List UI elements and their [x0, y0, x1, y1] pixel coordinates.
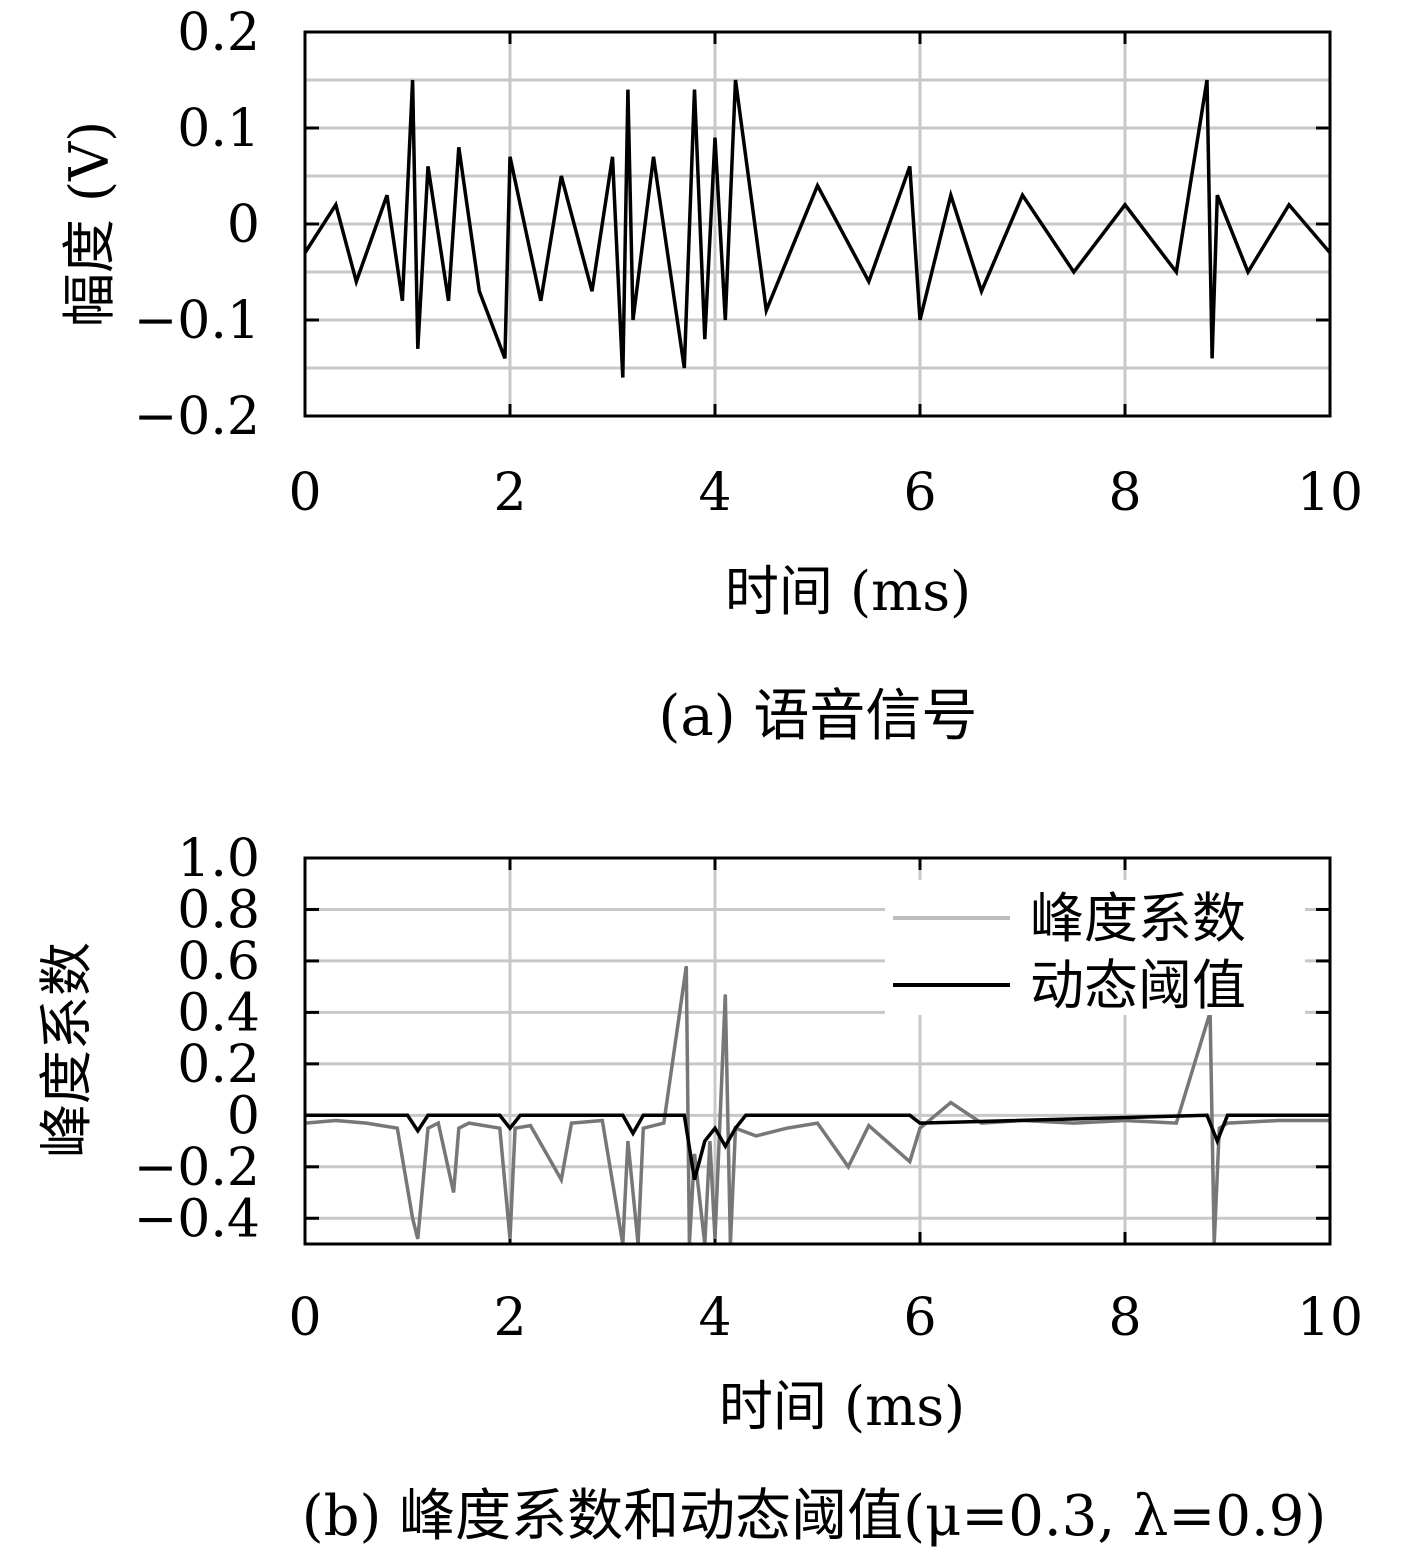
y-tick-label: 0.2 [177, 3, 260, 63]
y-tick-labels-a: 0.2 0.1 0 −0.1 −0.2 [134, 3, 260, 447]
y-tick-label: −0.2 [134, 387, 260, 447]
legend-b: 峰度系数 动态阈值 [885, 880, 1305, 1017]
x-tick-label: 10 [1297, 1288, 1363, 1348]
y-tick-label: 0.6 [177, 932, 260, 992]
y-tick-labels-b: 1.00.80.60.40.20−0.2−0.4 [134, 829, 260, 1249]
series-a [305, 79, 1330, 378]
x-axis-label-a: 时间 (ms) [725, 560, 971, 623]
plot-frame-a [303, 30, 1332, 418]
y-tick-label: 1.0 [177, 829, 260, 889]
plot-frame-b [303, 856, 1332, 1246]
x-tick-label: 10 [1297, 463, 1363, 523]
x-tick-label: 8 [1108, 1288, 1141, 1348]
legend-label-threshold: 动态阈值 [1030, 954, 1246, 1017]
x-tick-label: 2 [493, 1288, 526, 1348]
panel-a-speech-signal: 0 2 4 6 8 10 0.2 0.1 0 −0.1 −0.2 时间 (ms) 幅度 (V) (… [58, 3, 1363, 749]
x-tick-label: 2 [493, 463, 526, 523]
grid-a [303, 30, 1332, 418]
y-axis-label-b: 峰度系数 [35, 942, 98, 1158]
x-tick-label: 4 [698, 463, 731, 523]
y-tick-label: 0.2 [177, 1035, 260, 1095]
series-line-threshold [305, 1113, 1330, 1181]
panel-b-kurtosis-threshold: 0 2 4 6 8 10 1.00.80.60.40.20−0.2−0.4 峰度系数 动态… [35, 829, 1363, 1549]
y-tick-label: 0.1 [177, 99, 260, 159]
legend-background [885, 880, 1305, 1015]
caption-a: (a) 语音信号 [659, 684, 978, 749]
y-tick-label: 0.4 [177, 983, 260, 1043]
y-tick-label: −0.1 [134, 291, 260, 351]
x-axis-label-b: 时间 (ms) [719, 1375, 965, 1438]
y-tick-label: −0.2 [134, 1138, 260, 1198]
y-axis-label-a: 幅度 (V) [58, 121, 121, 327]
x-tick-label: 0 [288, 463, 321, 523]
x-tick-labels-a: 0 2 4 6 8 10 [288, 463, 1363, 523]
legend-label-kurtosis: 峰度系数 [1030, 887, 1246, 950]
x-tick-label: 6 [903, 1288, 936, 1348]
series-line-kurtosis [305, 965, 1330, 1244]
series-b [305, 965, 1330, 1244]
y-tick-label: −0.4 [134, 1189, 260, 1249]
y-tick-label: 0 [227, 1086, 260, 1146]
x-tick-label: 4 [698, 1288, 731, 1348]
caption-b: (b) 峰度系数和动态阈值(μ=0.3, λ=0.9) [302, 1484, 1327, 1549]
x-tick-labels-b: 0 2 4 6 8 10 [288, 1288, 1363, 1348]
x-tick-label: 6 [903, 463, 936, 523]
y-tick-label: 0 [227, 195, 260, 255]
series-line-signal [305, 79, 1330, 378]
y-tick-label: 0.8 [177, 880, 260, 940]
x-tick-label: 8 [1108, 463, 1141, 523]
x-tick-label: 0 [288, 1288, 321, 1348]
